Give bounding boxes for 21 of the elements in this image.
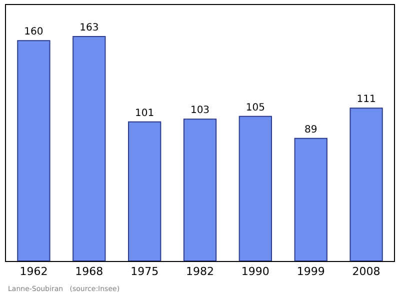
bar (128, 121, 162, 261)
x-tick-label: 1975 (130, 265, 159, 278)
data-label: 89 (304, 124, 318, 136)
data-label: 101 (135, 108, 154, 119)
data-label: 163 (80, 22, 99, 34)
bar (238, 116, 272, 261)
x-tick-label: 1999 (296, 265, 325, 278)
data-label: 103 (190, 105, 210, 116)
x-tick-label: 1990 (241, 265, 270, 278)
x-tick-label: 1968 (75, 265, 104, 278)
bar (294, 138, 328, 261)
bar (350, 108, 383, 261)
data-label: 105 (246, 102, 265, 114)
bar (72, 36, 106, 261)
data-label: 160 (24, 26, 44, 38)
x-tick-label: 1962 (20, 265, 48, 278)
data-label: 111 (356, 94, 376, 106)
x-tick-label: 1982 (186, 265, 214, 278)
bar (17, 40, 50, 261)
x-tick-label: 2008 (352, 265, 380, 278)
bar (183, 118, 217, 261)
